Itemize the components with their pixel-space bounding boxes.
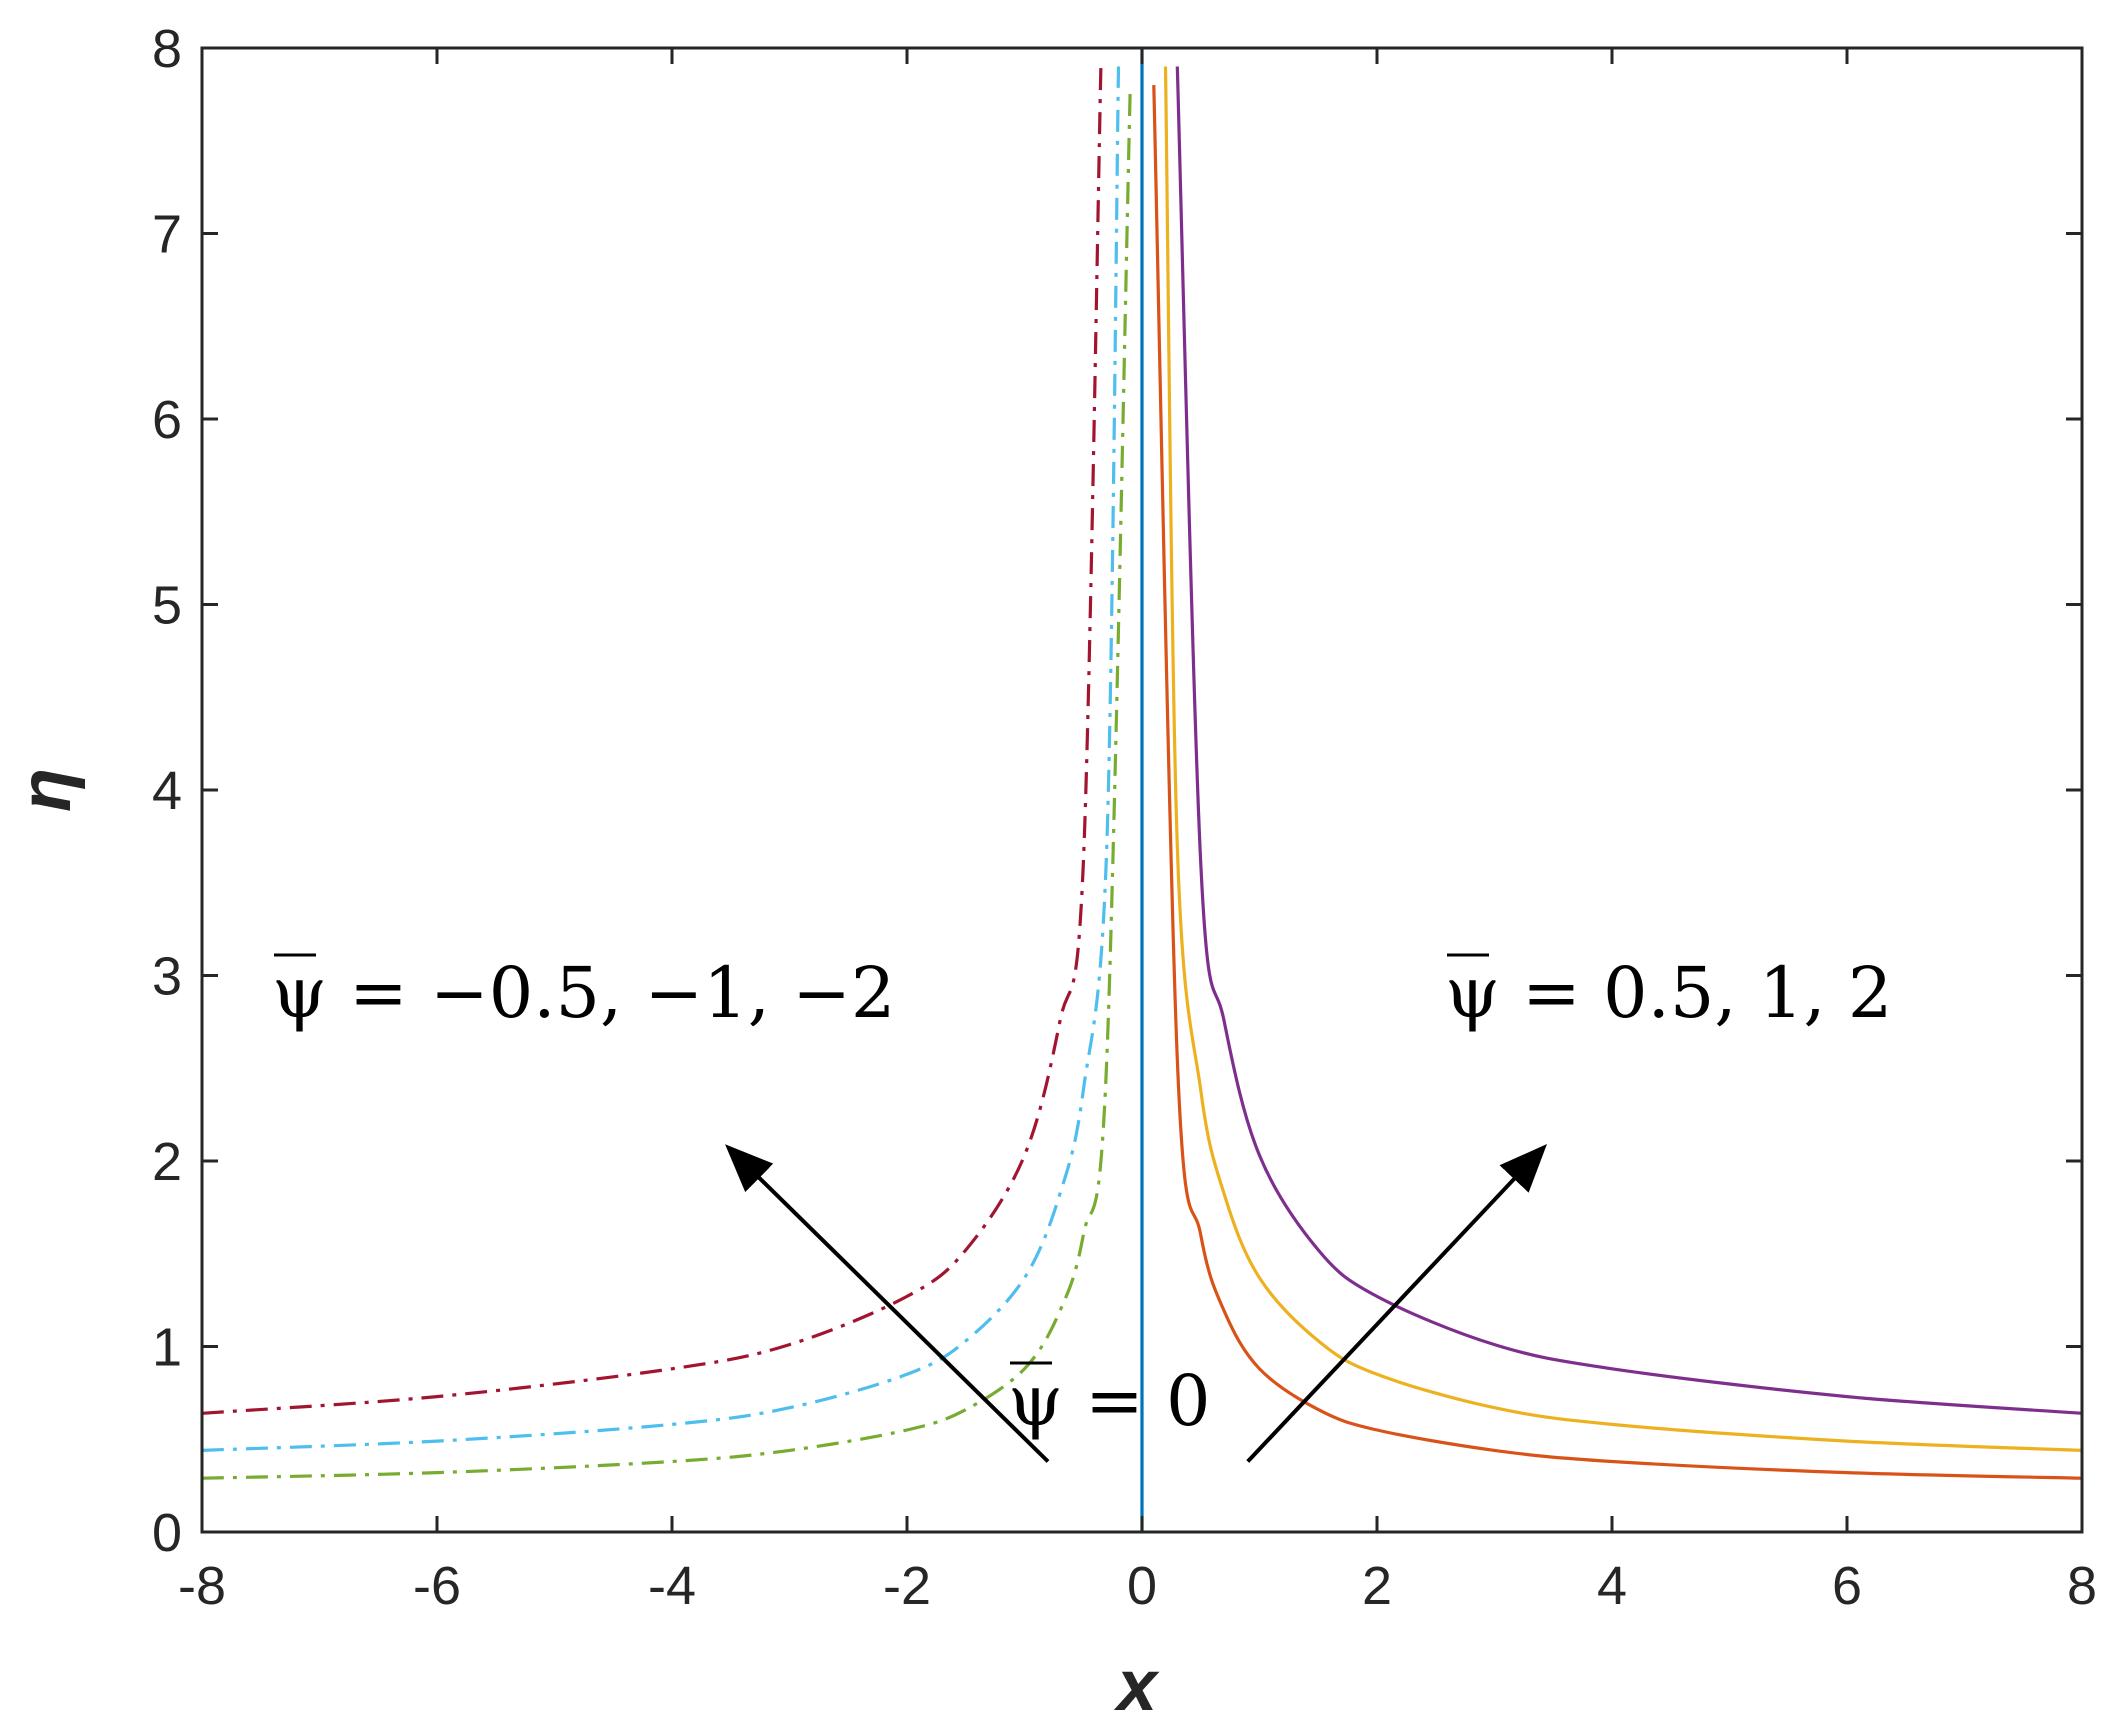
series-line-psi-0p5 (1152, 85, 2082, 1480)
series-line-psi-2 (1175, 66, 2082, 1415)
y-tick-label: 8 (152, 19, 182, 79)
series-line-psi-neg0p5 (202, 85, 1132, 1480)
x-tick-label: -8 (178, 1556, 226, 1616)
series-layer (202, 48, 2082, 1532)
y-tick-label: 5 (152, 576, 182, 636)
arrow-positive-psi (1246, 1144, 1547, 1463)
y-axis-title: η (6, 768, 86, 812)
x-tick-label: 2 (1362, 1556, 1392, 1616)
x-tick-label: -4 (648, 1556, 696, 1616)
y-tick-label: 2 (152, 1132, 182, 1192)
annotation-negative-psi: ψ = −0.5, −1, −2 (272, 952, 895, 1034)
plot-frame (200, 46, 2084, 1534)
x-tick-label: 4 (1597, 1556, 1627, 1616)
x-tick-label: 6 (1832, 1556, 1862, 1616)
x-tick-label: 0 (1127, 1556, 1157, 1616)
arrow-negative-psi (725, 1144, 1050, 1463)
ticks-layer: -8 -6 -4 -2 0 2 4 6 8 0 1 2 3 4 5 6 7 8 (152, 19, 2097, 1616)
series-line-psi-1 (1163, 66, 2082, 1452)
y-tick-label: 0 (152, 1503, 182, 1563)
series-line-psi-neg2 (202, 66, 1103, 1415)
x-axis-title: x (1113, 1646, 1160, 1726)
y-tick-label: 1 (152, 1318, 182, 1378)
annotation-positive-psi: ψ = 0.5, 1, 2 (1445, 952, 1892, 1034)
annotation-layer: ψ = −0.5, −1, −2 ψ = 0.5, 1, 2 ψ = 0 (272, 952, 1892, 1463)
y-tick-label: 4 (152, 761, 182, 821)
x-tick-label: -2 (883, 1556, 931, 1616)
y-tick-label: 3 (152, 947, 182, 1007)
annotation-zero-psi: ψ = 0 (1008, 1360, 1211, 1442)
x-tick-label: 8 (2067, 1556, 2097, 1616)
x-tick-label: -6 (413, 1556, 461, 1616)
y-tick-label: 7 (152, 205, 182, 265)
y-tick-label: 6 (152, 390, 182, 450)
series-line-psi-neg1 (202, 66, 1121, 1452)
